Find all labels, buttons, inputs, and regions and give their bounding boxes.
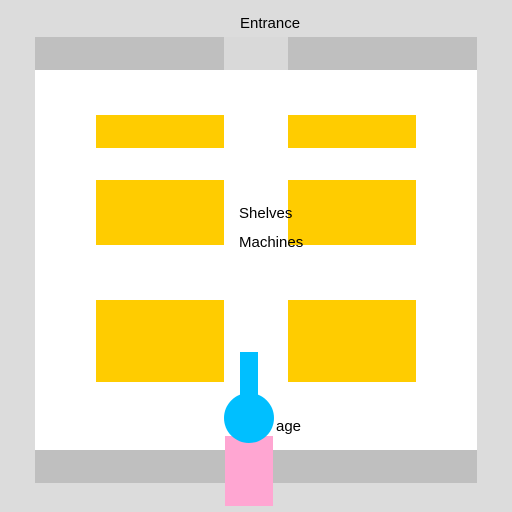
bottle-ball-icon <box>224 393 274 443</box>
shelves-label: Shelves <box>239 205 292 222</box>
storage-body <box>225 436 273 506</box>
shelf-block <box>96 300 224 382</box>
entrance-label: Entrance <box>240 15 300 32</box>
machines-label: Machines <box>239 234 303 251</box>
entrance-gap <box>224 37 288 70</box>
shelf-block <box>288 115 416 148</box>
shelf-block <box>96 180 224 245</box>
shelf-block <box>96 115 224 148</box>
shelf-block <box>288 180 416 245</box>
shelf-block <box>288 300 416 382</box>
storage-label: age <box>276 418 301 435</box>
